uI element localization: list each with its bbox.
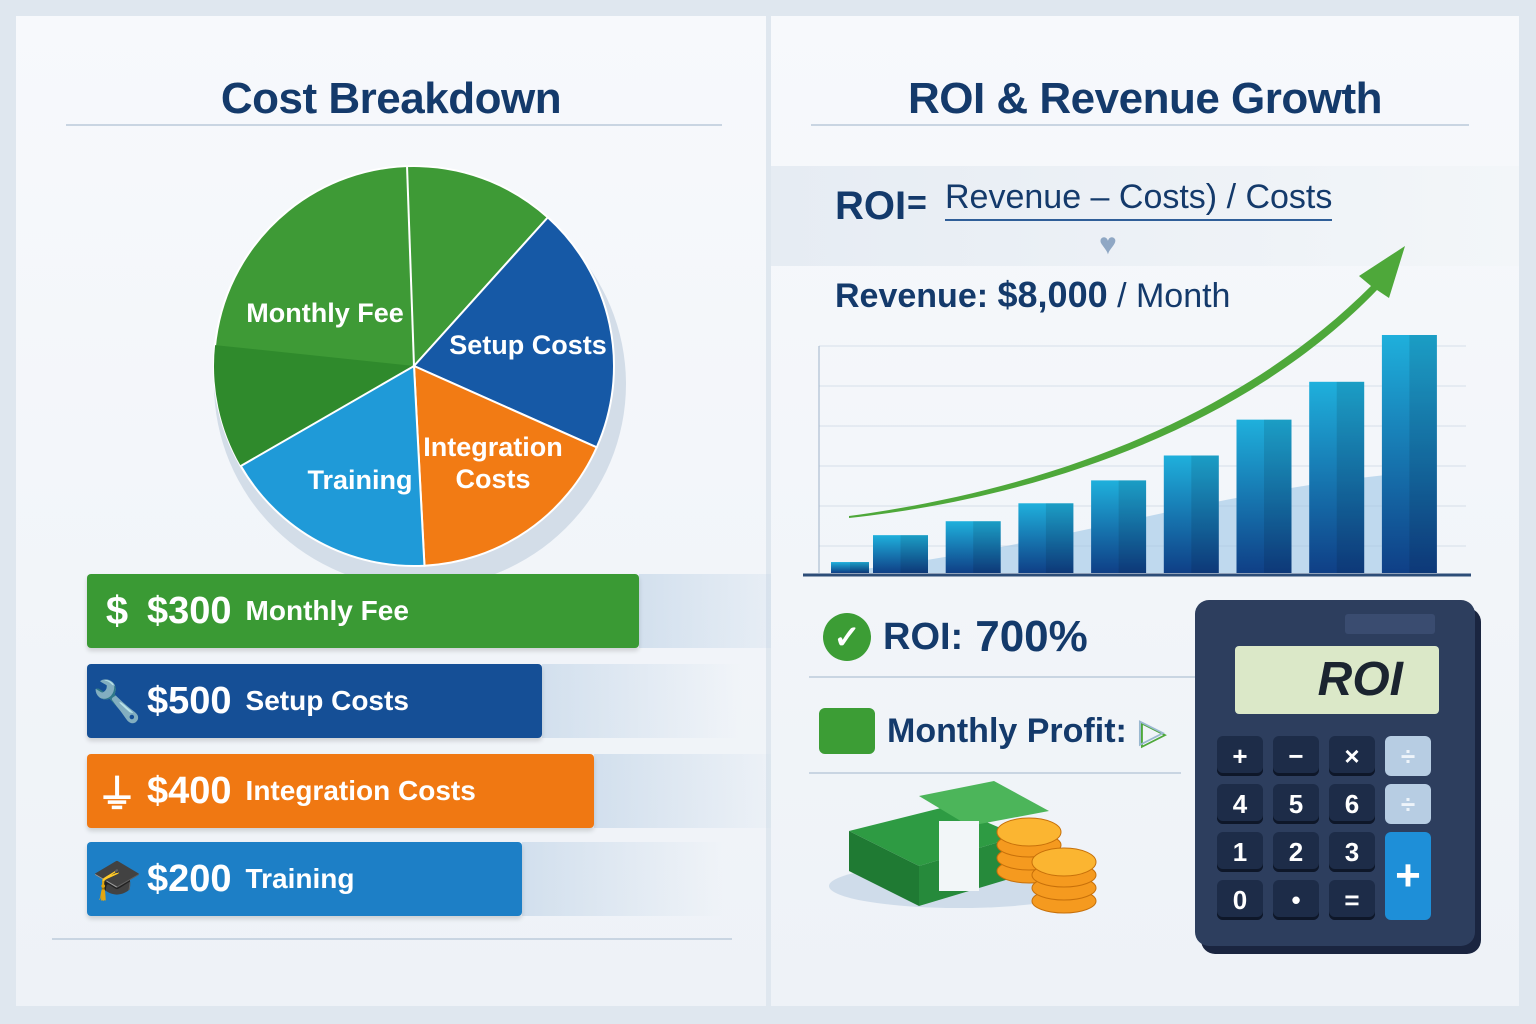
cost-breakdown-title: Cost Breakdown [220, 74, 562, 123]
bar-shade [1045, 503, 1074, 573]
pie-label: Training [307, 465, 412, 495]
divider [52, 938, 732, 940]
bar-shade [1409, 334, 1437, 573]
calculator-key: 6 [1329, 784, 1375, 824]
solar-panel [1345, 614, 1435, 634]
calculator-key: 1 [1217, 832, 1263, 872]
cost-label: Setup Costs [245, 685, 409, 716]
pie-slice [412, 215, 615, 449]
formula-equals: = [907, 184, 927, 222]
calculator-key: 3 [1329, 832, 1375, 872]
bar-shade [1264, 419, 1292, 573]
cost-label: Integration Costs [245, 775, 476, 806]
money-stack-icon [829, 781, 1097, 914]
calculator-key: 2 [1273, 832, 1319, 872]
divider [809, 772, 1181, 774]
calculator-key: ÷ [1385, 736, 1431, 776]
bar-shade [850, 562, 869, 573]
cost-item: 🔧 $500 Setup Costs [87, 664, 542, 738]
pie-label: Monthly Fee [246, 298, 404, 328]
revenue-bar [1236, 419, 1292, 573]
cost-item: $ $300 Monthly Fee [87, 574, 639, 648]
cost-amount: $500 [147, 679, 232, 722]
wrench-icon: 🔧 [92, 679, 142, 724]
calculator-key: × [1329, 736, 1375, 776]
bar-shade [973, 521, 1001, 573]
revenue-bar [1163, 455, 1219, 573]
calculator-key: 0 [1217, 880, 1263, 920]
revenue-value: $8,000 [997, 274, 1108, 315]
revenue-bar [873, 535, 928, 573]
pie-slice [412, 364, 599, 567]
bar-fade [542, 664, 742, 738]
pie-slice [239, 364, 426, 567]
bar-shade [900, 535, 928, 573]
revenue-bar [831, 562, 869, 573]
check-icon: ✓ [823, 613, 871, 661]
dollar-icon: $ [105, 588, 129, 633]
calculator-key: − [1273, 736, 1319, 776]
calculator-display: ROI [1235, 646, 1439, 714]
revenue-unit: / Month [1117, 277, 1231, 315]
profit-box-icon [819, 708, 875, 754]
roi-value: 700% [975, 612, 1088, 661]
formula-lhs: ROI [835, 184, 907, 228]
divider [809, 676, 1209, 678]
profit-label: Monthly Profit: [887, 711, 1127, 750]
formula-rhs: Revenue – Costs) / Costs [945, 178, 1333, 221]
pie-label: Integration [423, 432, 563, 462]
roi-panel: ROI & Revenue Growth ROI = Revenue – Cos… [771, 16, 1519, 1006]
bar-fade [522, 842, 722, 916]
revenue-bar [1018, 503, 1074, 573]
cost-breakdown-panel: Cost Breakdown Monthly Fee Setup Costs Int… [16, 16, 839, 1006]
bar-shade [1191, 455, 1219, 573]
calculator-key: = [1329, 880, 1375, 920]
calculator-key: + [1217, 736, 1263, 776]
cost-amount: $400 [147, 769, 232, 812]
cost-label: Monthly Fee [245, 595, 409, 626]
calculator-key: + [1385, 832, 1431, 920]
calculator-key: 5 [1273, 784, 1319, 824]
cost-label: Training [245, 863, 355, 894]
calculator-key: 4 [1217, 784, 1263, 824]
calculator-icon: ROI + − × ÷ 4 5 6 ÷ 1 2 3 +0 • = [1195, 600, 1475, 946]
divider [811, 124, 1469, 126]
revenue-bar [945, 521, 1001, 573]
plug-icon: ⏚ [97, 773, 137, 817]
monthly-profit: Monthly Profit: ▷ [819, 708, 1165, 754]
pie-divider [406, 166, 415, 367]
cost-amount: $200 [147, 857, 232, 900]
bar-shade [1118, 480, 1147, 573]
roi-formula: ROI = Revenue – Costs) / Costs ♥ [771, 166, 1519, 266]
pie-label: Costs [455, 464, 530, 494]
revenue-line: Revenue: $8,000 / Month [835, 274, 1230, 316]
roi-result: ✓ ROI: 700% [823, 612, 1088, 662]
cost-item: ⏚ $400 Integration Costs [87, 754, 594, 828]
pie-label: Setup Costs [449, 330, 607, 360]
calculator-key: ÷ [1385, 784, 1431, 824]
revenue-bar [1309, 381, 1365, 573]
graduation-cap-icon: 🎓 [92, 857, 142, 902]
cost-item: 🎓 $200 Training [87, 842, 522, 916]
revenue-bar-chart [803, 246, 1471, 577]
revenue-bar [1091, 480, 1147, 573]
bar-fade [594, 754, 794, 828]
pie-slice-shade [214, 345, 414, 466]
revenue-label: Revenue: [835, 277, 989, 315]
roi-label: ROI: [883, 615, 964, 658]
divider [66, 124, 722, 126]
calculator-key: • [1273, 880, 1319, 920]
revenue-bar [1381, 334, 1437, 573]
heart-arrow-icon: ♥ [1099, 228, 1117, 261]
roi-title: ROI & Revenue Growth [907, 74, 1383, 123]
bar-shade [1336, 381, 1365, 573]
cost-amount: $300 [147, 589, 232, 632]
play-arrow-icon: ▷ [1138, 712, 1165, 750]
